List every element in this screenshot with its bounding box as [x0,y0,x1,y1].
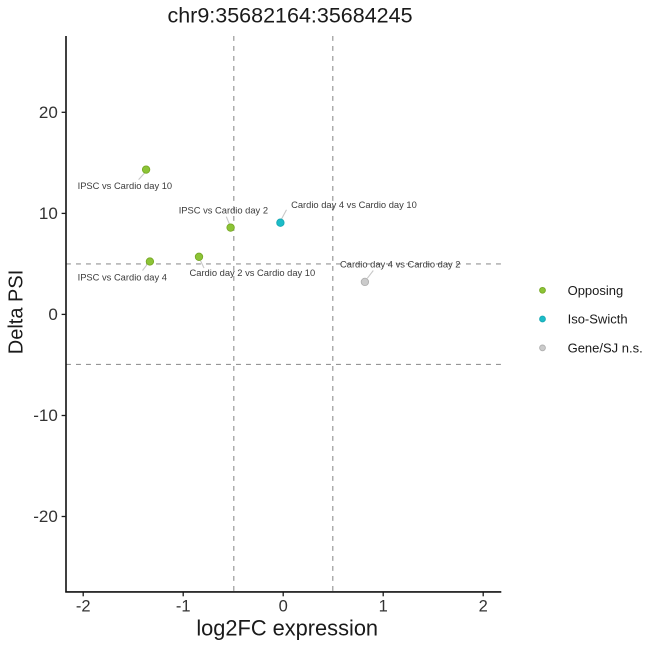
svg-text:-1: -1 [176,598,191,616]
svg-text:1: 1 [379,598,388,616]
svg-text:0: 0 [48,305,57,324]
svg-text:2: 2 [479,598,488,616]
svg-text:20: 20 [39,103,58,122]
svg-text:Cardio day 4 vs Cardio day 10: Cardio day 4 vs Cardio day 10 [291,200,417,210]
svg-text:chr9:35682164:35684245: chr9:35682164:35684245 [167,4,412,28]
svg-text:10: 10 [39,204,58,223]
svg-text:Gene/SJ n.s.: Gene/SJ n.s. [568,340,643,355]
svg-text:IPSC vs Cardio day 4: IPSC vs Cardio day 4 [78,273,167,283]
svg-text:Delta PSI: Delta PSI [6,270,28,354]
svg-text:Opposing: Opposing [568,283,624,298]
svg-text:Cardio day 2 vs Cardio day 10: Cardio day 2 vs Cardio day 10 [190,268,316,278]
svg-text:-20: -20 [33,507,58,526]
svg-text:IPSC vs Cardio day 10: IPSC vs Cardio day 10 [78,181,173,191]
svg-text:Iso-Swicth: Iso-Swicth [568,312,628,327]
svg-text:Cardio day 4 vs Cardio day 2: Cardio day 4 vs Cardio day 2 [340,259,461,269]
svg-text:IPSC vs Cardio day 2: IPSC vs Cardio day 2 [179,206,268,216]
svg-text:0: 0 [279,598,288,616]
svg-text:-10: -10 [33,406,58,425]
svg-text:-2: -2 [76,598,91,616]
svg-text:log2FC expression: log2FC expression [196,615,378,640]
